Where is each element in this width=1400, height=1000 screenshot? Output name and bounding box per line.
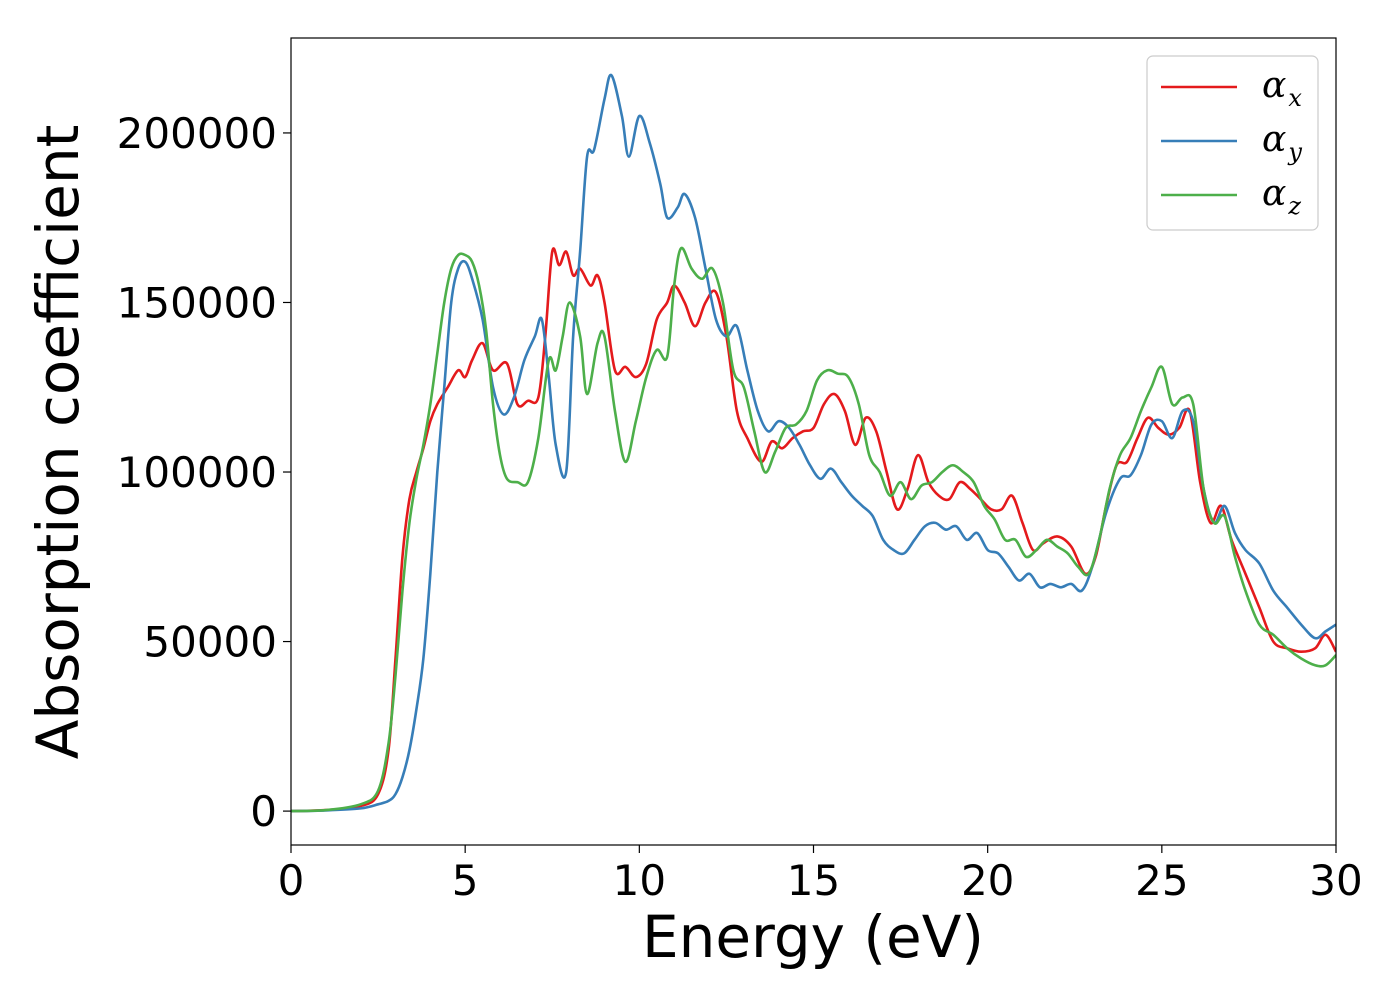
x-tick-label: 25 xyxy=(1135,856,1188,905)
legend-label-subscript: x xyxy=(1288,84,1302,112)
y-axis-label: Absorption coefficient xyxy=(24,125,92,760)
x-axis-ticks: 0 5 10 15 20 25 30 xyxy=(278,845,1363,905)
x-tick-label: 30 xyxy=(1309,856,1362,905)
y-tick-label: 200000 xyxy=(117,109,277,158)
legend-box xyxy=(1146,55,1319,231)
y-axis-ticks: 0 50000 100000 150000 200000 xyxy=(117,109,291,836)
x-tick-label: 20 xyxy=(961,856,1014,905)
legend-label-subscript: y xyxy=(1287,138,1302,166)
x-tick-label: 5 xyxy=(452,856,479,905)
series-line-x xyxy=(291,247,1336,813)
y-tick-label: 0 xyxy=(250,787,277,836)
y-tick-label: 100000 xyxy=(117,448,277,497)
y-tick-label: 50000 xyxy=(143,618,277,667)
series-layer xyxy=(291,73,1336,813)
y-tick-label: 150000 xyxy=(117,278,277,327)
x-tick-label: 10 xyxy=(613,856,666,905)
x-tick-label: 15 xyxy=(787,856,840,905)
x-tick-label: 0 xyxy=(278,856,305,905)
series-line-z xyxy=(291,246,1336,813)
x-axis-label: Energy (eV) xyxy=(642,903,984,971)
legend-label-subscript: z xyxy=(1287,192,1301,220)
series-line-y xyxy=(291,73,1336,813)
